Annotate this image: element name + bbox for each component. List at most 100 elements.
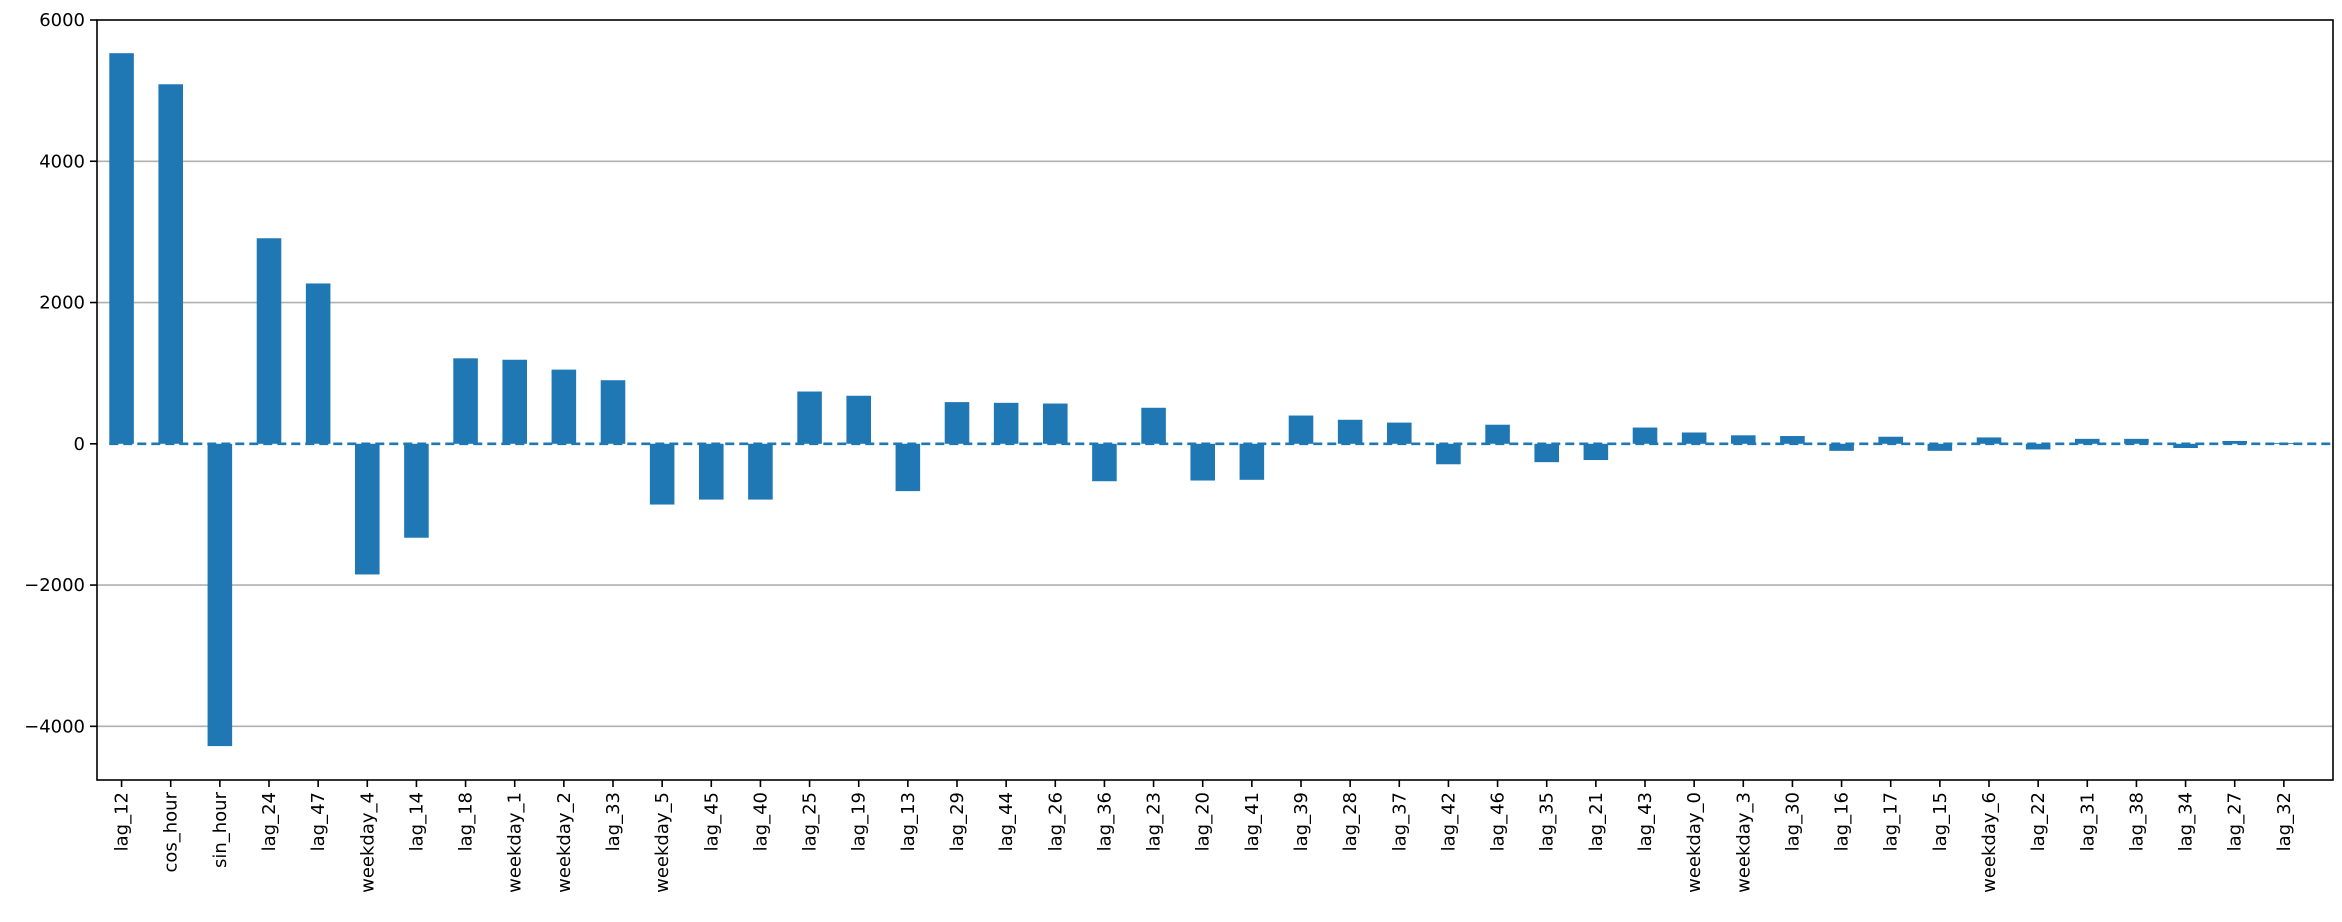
x-tick-label: lag_33	[603, 792, 624, 851]
bar-lag_13	[895, 443, 921, 492]
x-tick-label: lag_23	[1144, 792, 1165, 851]
x-tick-label: weekday_4	[357, 792, 378, 893]
x-tick-label: lag_26	[1045, 792, 1066, 851]
x-tick-label: weekday_6	[1979, 792, 2000, 893]
bar-lag_45	[699, 443, 724, 500]
bar-lag_30	[1780, 436, 1805, 444]
x-tick-label: weekday_3	[1733, 792, 1754, 893]
x-tick-label: lag_17	[1881, 792, 1902, 851]
bar-weekday_2	[551, 369, 577, 444]
x-tick-label: lag_22	[2028, 792, 2049, 851]
bar-lag_16	[1829, 443, 1854, 451]
x-tick-label: lag_27	[2225, 792, 2246, 851]
bar-lag_47	[305, 283, 331, 444]
bar-lag_18	[453, 358, 478, 444]
x-tick-label: weekday_0	[1684, 792, 1705, 893]
x-tick-label: lag_35	[1537, 792, 1558, 851]
x-tick-label: lag_24	[259, 792, 280, 851]
bar-lag_22	[2025, 443, 2051, 450]
bar-lag_42	[1436, 443, 1461, 465]
bar-lag_36	[1092, 443, 1117, 482]
x-tick-label: lag_32	[2274, 792, 2295, 851]
bars	[109, 53, 2297, 747]
y-tick-label: 0	[74, 434, 85, 455]
x-tick-label: lag_19	[849, 792, 870, 851]
x-tick-label: lag_43	[1635, 792, 1656, 851]
bar-lag_12	[109, 53, 134, 444]
bar-sin_hour	[207, 443, 233, 747]
bar-lag_19	[846, 395, 871, 444]
bar-lag_26	[1043, 403, 1068, 444]
x-tick-label: lag_41	[1242, 792, 1263, 851]
x-tick-label: lag_44	[996, 792, 1017, 851]
y-tick-label: −4000	[24, 716, 85, 737]
bar-weekday_3	[1731, 435, 1756, 444]
bar-lag_46	[1485, 424, 1510, 444]
bar-weekday_4	[355, 443, 380, 575]
x-tick-label: lag_42	[1438, 792, 1459, 851]
bar-lag_44	[993, 402, 1019, 444]
x-tick-label: sin_hour	[210, 791, 231, 868]
x-tick-label: lag_37	[1389, 792, 1410, 851]
bar-lag_24	[256, 238, 282, 444]
x-tick-label: lag_46	[1488, 792, 1509, 851]
x-tick-label: lag_25	[800, 792, 821, 851]
x-tick-label: lag_47	[308, 792, 329, 851]
y-tick-label: −2000	[24, 575, 85, 596]
x-tick-label: weekday_1	[505, 792, 526, 893]
x-tick-label: lag_40	[750, 792, 771, 851]
bar-lag_31	[2075, 438, 2100, 444]
y-tick-label: 2000	[39, 293, 85, 314]
bar-weekday_5	[649, 443, 675, 505]
bar-lag_23	[1141, 407, 1166, 444]
bar-lag_33	[600, 380, 626, 444]
x-tick-label: lag_18	[456, 792, 477, 851]
bar-lag_39	[1288, 415, 1314, 444]
x-tick-label: lag_16	[1832, 792, 1853, 851]
axes-frame	[96, 19, 2334, 781]
bar-lag_34	[2173, 443, 2198, 449]
bar-weekday_6	[1976, 437, 2002, 444]
bar-weekday_1	[502, 359, 527, 444]
x-tick-label: lag_30	[1782, 792, 1803, 851]
y-tick-label: 6000	[39, 10, 85, 31]
x-tick-label: lag_20	[1193, 792, 1214, 851]
bar-lag_35	[1534, 443, 1559, 463]
x-tick-label: lag_34	[2176, 792, 2197, 851]
bar-lag_17	[1878, 436, 1903, 444]
x-tick-label: lag_36	[1094, 792, 1115, 851]
x-tick-label: lag_38	[2126, 792, 2147, 851]
x-tick-label: lag_31	[2077, 792, 2098, 851]
bar-lag_43	[1632, 427, 1658, 444]
bar-lag_38	[2124, 438, 2149, 444]
bar-lag_37	[1387, 422, 1412, 444]
x-tick-label: lag_13	[898, 792, 919, 851]
bar-weekday_0	[1681, 432, 1707, 444]
bar-lag_41	[1239, 443, 1265, 480]
bar-lag_15	[1927, 443, 1953, 451]
bar-lag_28	[1337, 419, 1363, 444]
x-tick-label: lag_29	[947, 792, 968, 851]
bar-lag_21	[1583, 443, 1609, 461]
bar-lag_20	[1190, 443, 1215, 481]
bar-lag_25	[797, 391, 822, 444]
x-tick-label: lag_39	[1291, 792, 1312, 851]
y-tick-label: 4000	[39, 151, 85, 172]
bar-lag_27	[2222, 440, 2247, 444]
bar-cos_hour	[158, 84, 183, 444]
x-axis: lag_12 cos_hour sin_hour lag_24 lag_47 weekda…	[112, 780, 2295, 893]
grid-lines	[97, 160, 2333, 728]
x-tick-label: cos_hour	[161, 791, 182, 872]
x-tick-label: weekday_2	[554, 792, 575, 893]
x-tick-label: lag_28	[1340, 792, 1361, 851]
bar-lag_29	[944, 402, 970, 444]
x-tick-label: lag_12	[112, 792, 133, 851]
x-tick-label: weekday_5	[652, 792, 673, 893]
y-axis: −4000 −2000 0 2000 4000 6000	[24, 10, 97, 737]
x-tick-label: lag_21	[1586, 792, 1607, 851]
bar-lag_14	[404, 443, 429, 538]
x-tick-label: lag_15	[1930, 792, 1951, 851]
x-tick-label: lag_14	[406, 792, 427, 851]
x-tick-label: lag_45	[701, 792, 722, 851]
